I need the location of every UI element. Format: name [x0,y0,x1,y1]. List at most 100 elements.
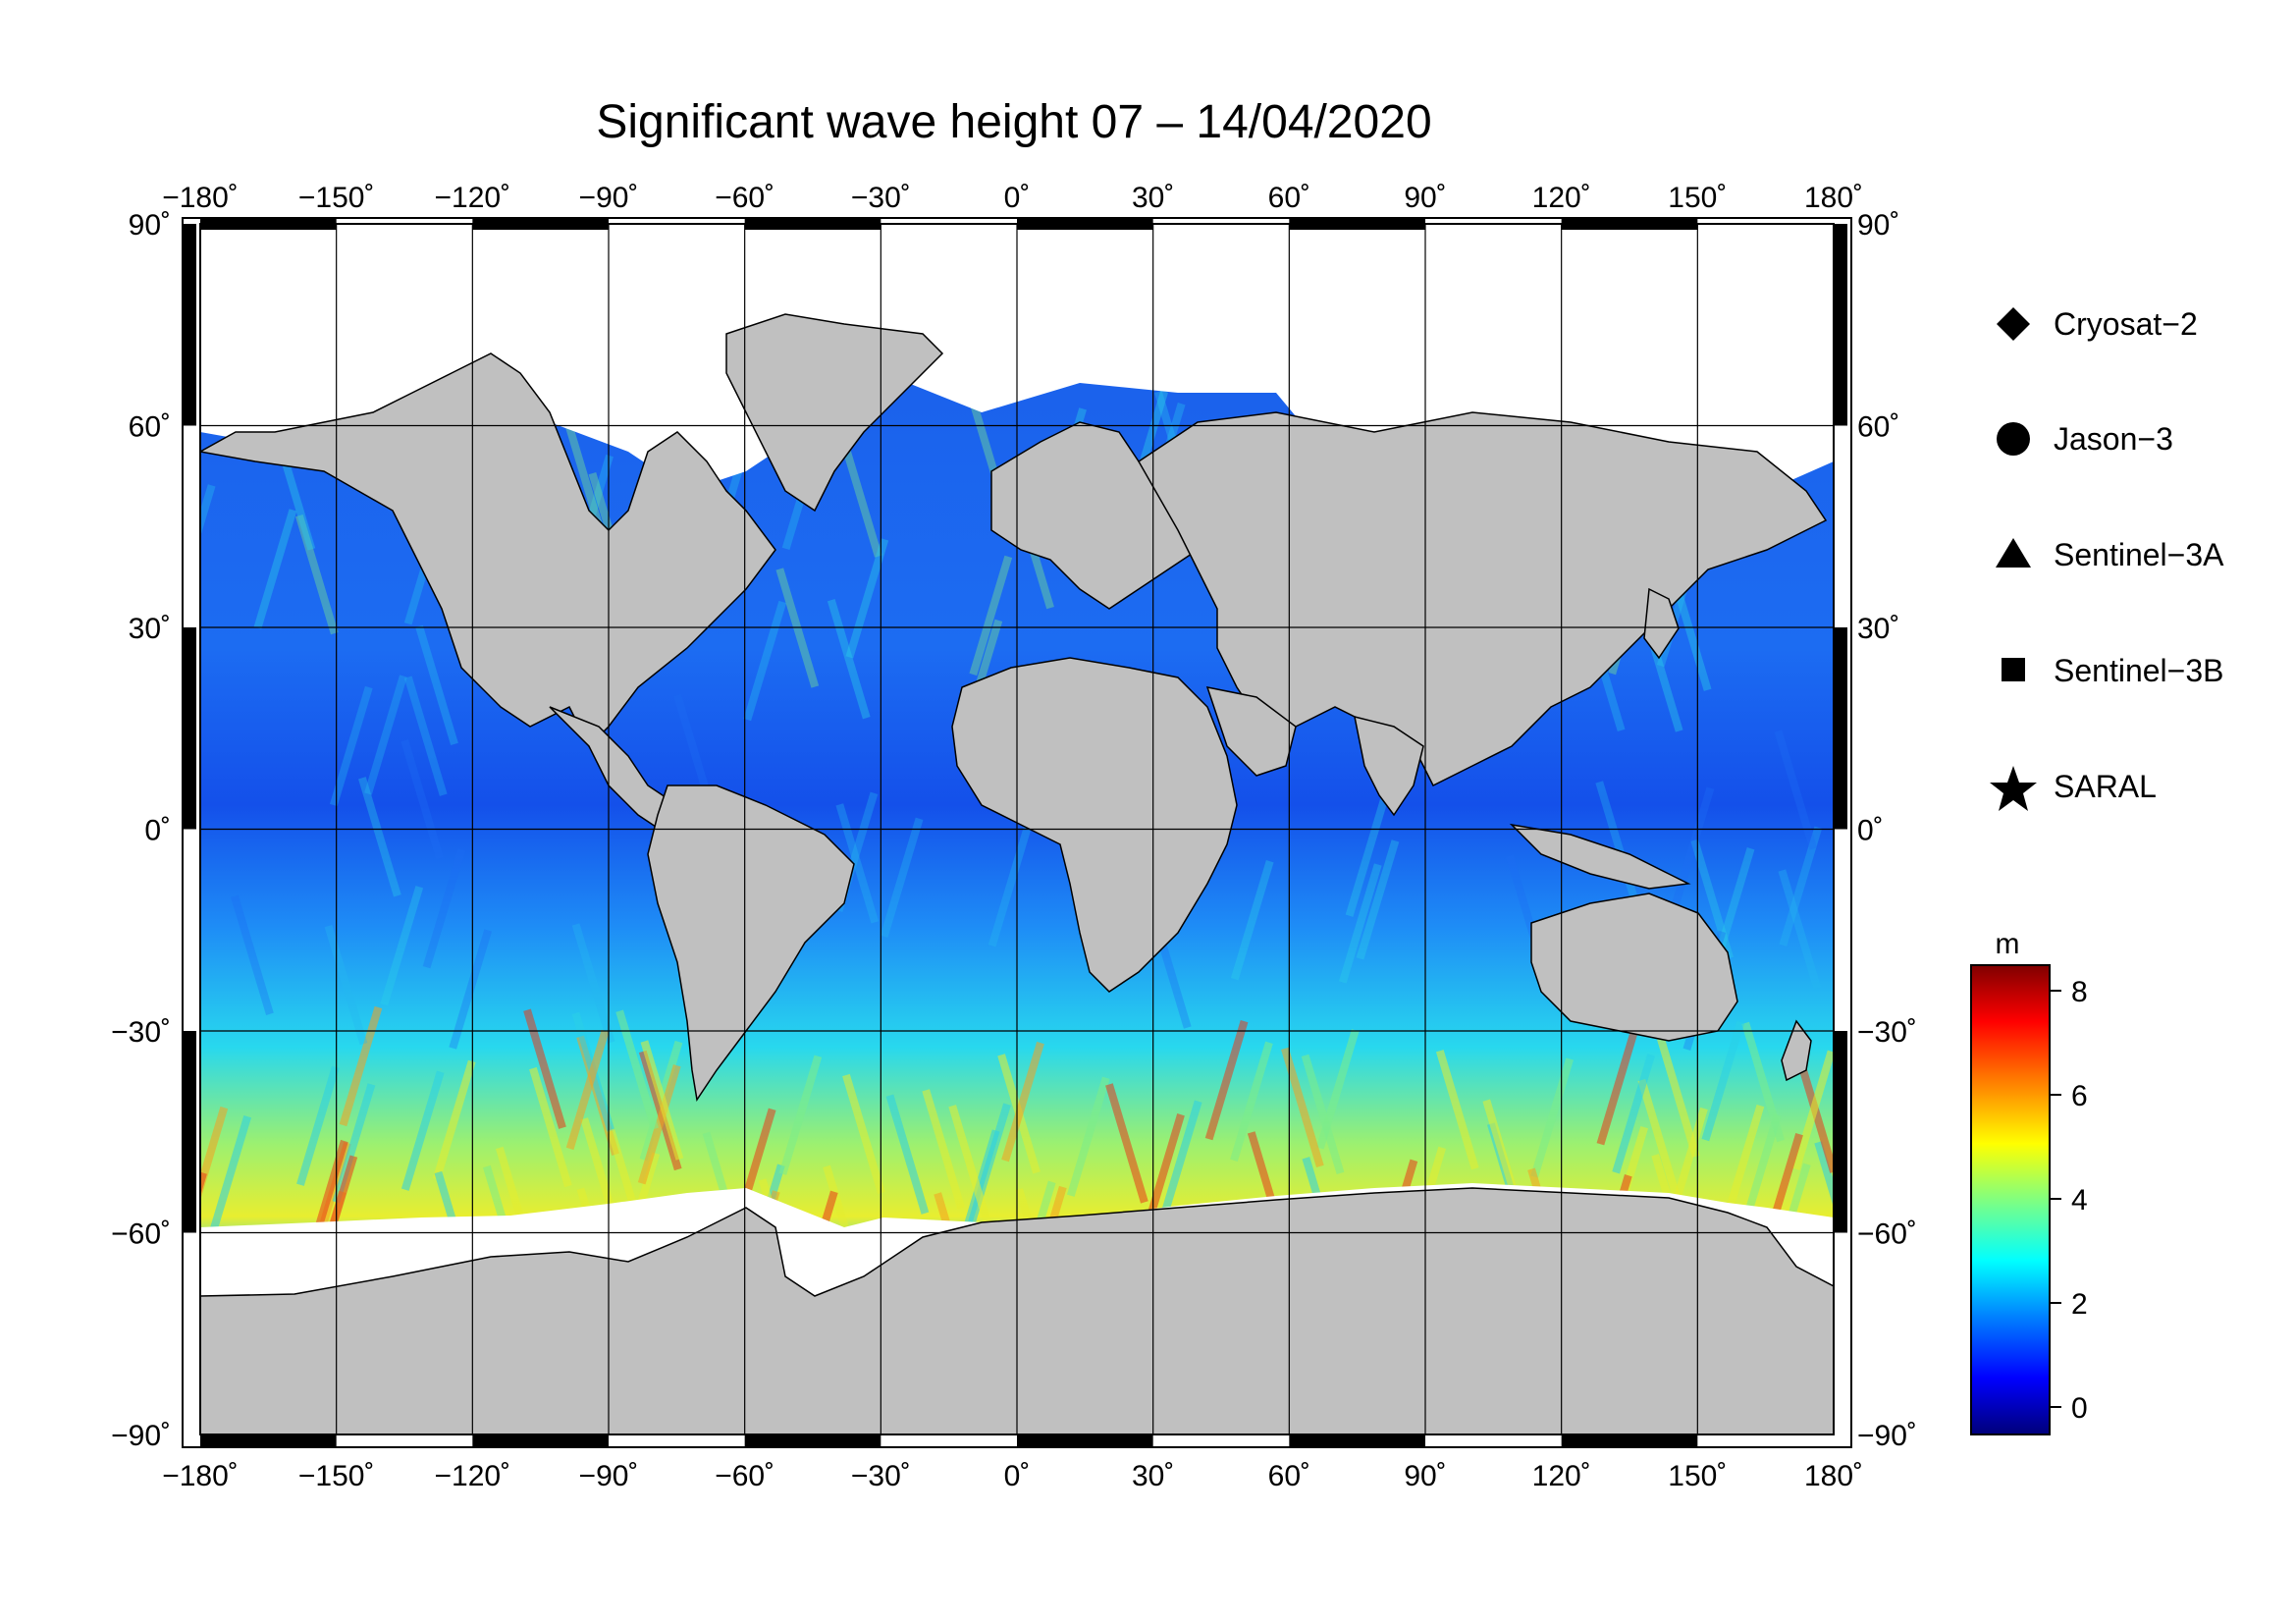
swh-track-segment [432,1059,476,1181]
lon-labels-top: −180˚ −150˚ −120˚ −90˚ −60˚ −30˚ 0˚ 30˚ 60˚ 90˚ 12… [162,182,1863,214]
lat-tick-label: −60˚ [1857,1218,1917,1251]
swh-track-segment [1690,839,1735,959]
legend-item-sentinel3a: Sentinel−3A [1996,537,2224,572]
border-segment [1561,1434,1698,1446]
maritime-se-asia [1509,823,1691,890]
swh-track-segment [839,437,882,558]
swh-track-segment [743,600,787,722]
lon-tick-label: 150˚ [1668,1460,1727,1492]
legend-label: Cryosat−2 [2054,306,2198,342]
swh-track-segment [1356,839,1400,960]
lon-labels-bottom: −180˚ −150˚ −120˚ −90˚ −60˚ −30˚ 0˚ 30˚ 60˚ 90˚ 12… [162,1460,1863,1492]
legend-label: Sentinel−3B [2054,653,2223,688]
swh-track-segment [200,484,216,538]
border-segment [1834,224,1847,426]
satellite-legend: Cryosat−2 Jason−3 Sentinel−3A Sentinel−3… [1990,306,2224,811]
swh-track-segment [1338,863,1382,984]
swh-track-segment [294,514,339,635]
border-segment [200,1434,337,1446]
lat-tick-label: −90˚ [111,1420,171,1452]
swh-track-segment [296,1065,340,1186]
swh-track-segment [1701,1020,1745,1142]
border-segment [1834,1031,1847,1233]
legend-item-sentinel3b: Sentinel−3B [2002,653,2223,688]
swh-track-segment [565,1029,610,1151]
legend-label: Sentinel−3A [2054,537,2224,572]
border-segment [1289,218,1425,230]
legend-item-saral: SARAL [1990,766,2157,811]
new-zealand [1781,1019,1812,1082]
map-frame [182,217,1852,1448]
swh-track-segment [400,739,445,860]
swh-track-segment [208,1115,252,1236]
swh-track-segment [922,1089,966,1210]
lat-tick-label: 0˚ [144,815,171,847]
swh-track-segment [969,555,1013,676]
lon-tick-label: −90˚ [579,182,639,214]
border-segment [200,218,337,230]
swh-track-segment [845,538,889,659]
swh-track-segment [1530,1057,1574,1178]
triangle-icon [1996,538,2031,568]
arabian-peninsula [1205,686,1297,777]
lon-tick-label: −90˚ [579,1460,639,1492]
colorbar-tick-label: 6 [2071,1080,2088,1112]
border-segment [183,1031,196,1233]
swh-track-segment [231,894,274,1015]
swh-track-segment [523,1008,566,1129]
lat-tick-label: 30˚ [1857,613,1899,645]
lat-tick-label: −30˚ [111,1016,171,1049]
lon-tick-label: 180˚ [1804,1460,1863,1492]
lon-tick-label: 30˚ [1132,182,1174,214]
swh-track-segment [880,817,924,938]
lat-tick-label: 0˚ [1857,815,1884,847]
lat-tick-label: −90˚ [1857,1420,1917,1452]
lat-labels-left: 90˚ 60˚ 30˚ 0˚ −30˚ −60˚ −90˚ [111,209,171,1452]
swh-track-segment [364,675,407,795]
square-icon [2002,658,2025,681]
lon-tick-label: −30˚ [851,182,911,214]
swh-track-segment [1105,1083,1148,1204]
circle-icon [1997,422,2030,456]
border-segment [1017,218,1153,230]
swh-track-segment [1814,1141,1834,1209]
legend-item-cryosat2: Cryosat−2 [1997,306,2198,342]
colorbar-ticks: 8 6 4 2 0 [2050,976,2088,1425]
asia [1138,411,1828,787]
lon-tick-label: 180˚ [1804,182,1863,214]
diamond-icon [1997,307,2030,341]
swh-track-segment [988,827,1032,947]
colorbar-tick-label: 4 [2071,1184,2088,1217]
swh-track-segment [885,1094,930,1215]
border-segment [1017,1434,1153,1446]
swh-track-segment [1301,1054,1345,1175]
lon-tick-label: 120˚ [1532,1460,1591,1492]
map-title: Significant wave height 07 – 14/04/2020 [596,96,1431,148]
lon-tick-label: −30˚ [851,1460,911,1492]
ocean-swh-field [200,224,1834,1434]
swh-track-segment [1230,860,1274,981]
lon-tick-label: 90˚ [1404,182,1446,214]
swh-track-segment [1230,1041,1273,1162]
graticule [200,224,1834,1434]
legend-item-jason3: Jason−3 [1997,421,2173,457]
lon-tick-label: 60˚ [1268,182,1310,214]
swh-track-segment [415,624,458,745]
swh-track-segment [778,1055,823,1175]
border-segment [472,218,609,230]
lon-tick-label: 0˚ [1004,1460,1031,1492]
lat-tick-label: −30˚ [1857,1016,1917,1049]
lon-tick-label: −60˚ [715,182,774,214]
swh-track-segment [1612,1054,1655,1174]
swh-track-segment [1779,826,1823,947]
swh-track-segment [1596,1025,1640,1146]
lon-tick-label: 90˚ [1404,1460,1446,1492]
lon-tick-label: −150˚ [298,182,375,214]
border-segment [744,1434,881,1446]
lon-tick-label: −180˚ [162,182,239,214]
colorbar: m 8 6 4 2 0 [1970,928,2088,1435]
swh-track-segment [1281,1047,1324,1168]
swh-track-segment [640,1040,684,1161]
lat-tick-label: 90˚ [1857,209,1899,242]
